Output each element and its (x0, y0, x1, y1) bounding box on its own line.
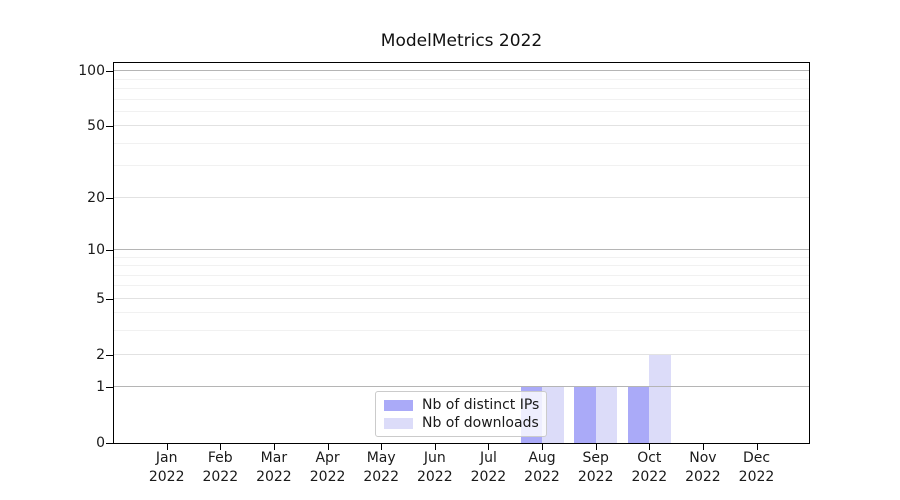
x-tick-label: Aug 2022 (524, 450, 560, 485)
bar-distinct-ips (627, 387, 650, 443)
minor-gridline (114, 98, 809, 100)
major-gridline (114, 386, 809, 388)
minor-gridline (114, 110, 809, 112)
minor-gridline (114, 256, 809, 258)
x-tick-mark (488, 444, 490, 450)
x-tick-mark (649, 444, 651, 450)
minor-gridline (114, 78, 809, 80)
x-tick-label: Oct 2022 (631, 450, 668, 485)
minor-gridline (114, 312, 809, 314)
bar-downloads (595, 387, 618, 443)
legend-swatch-downloads (384, 417, 413, 429)
bar-downloads (649, 354, 671, 443)
x-tick-label: May 2022 (363, 450, 399, 485)
x-tick-label: Jun 2022 (416, 450, 453, 485)
x-tick-mark (273, 444, 275, 450)
y-tick-mark (106, 298, 113, 300)
x-tick-mark (702, 444, 704, 450)
x-tick-mark (756, 444, 758, 450)
legend-label-distinct-ips: Nb of distinct IPs (422, 397, 540, 413)
y-tick-label: 0 (96, 435, 105, 451)
minor-gridline (114, 330, 809, 332)
legend-entry-downloads: Nb of downloads (384, 415, 539, 431)
y-tick-label: 1 (96, 379, 105, 396)
x-tick-mark (166, 444, 168, 450)
y-tick-mark (106, 249, 113, 251)
bar-downloads (542, 387, 564, 443)
y-tick-label: 50 (87, 118, 105, 135)
plot-area (113, 62, 810, 444)
legend: Nb of distinct IPs Nb of downloads (375, 391, 547, 437)
x-tick-label: Mar 2022 (256, 450, 292, 485)
y-tick-label: 20 (87, 189, 105, 206)
y-tick-mark (106, 126, 113, 128)
x-tick-mark (595, 444, 597, 450)
major-gridline (114, 125, 809, 127)
y-tick-mark (106, 354, 113, 356)
legend-entry-distinct-ips: Nb of distinct IPs (384, 397, 540, 413)
x-tick-label: Feb 2022 (202, 450, 239, 485)
y-tick-label: 10 (87, 241, 105, 258)
legend-label-downloads: Nb of downloads (422, 415, 539, 431)
major-gridline (114, 196, 809, 198)
y-tick-label: 100 (78, 63, 105, 80)
x-tick-mark (327, 444, 329, 450)
y-tick-label: 5 (96, 290, 105, 307)
minor-gridline (114, 285, 809, 287)
x-tick-mark (381, 444, 383, 450)
x-tick-label: Sep 2022 (577, 450, 614, 485)
y-tick-mark (106, 71, 113, 73)
gridlines-layer (114, 63, 809, 443)
minor-gridline (114, 265, 809, 266)
chart-title: ModelMetrics 2022 (380, 31, 543, 51)
x-tick-label: Apr 2022 (309, 450, 346, 485)
x-tick-label: Nov 2022 (685, 450, 721, 485)
bar-distinct-ips (574, 387, 596, 443)
minor-gridline (114, 274, 809, 276)
x-tick-label: Dec 2022 (738, 450, 775, 485)
x-tick-label: Jul 2022 (470, 450, 507, 485)
minor-gridline (114, 165, 809, 167)
x-tick-label: Jan 2022 (148, 450, 185, 485)
y-tick-label: 2 (96, 346, 105, 363)
minor-gridline (114, 88, 809, 90)
x-tick-mark (434, 444, 436, 450)
major-gridline (114, 248, 809, 250)
major-gridline (114, 70, 809, 72)
x-tick-mark (220, 444, 222, 450)
major-gridline (114, 353, 809, 355)
major-gridline (114, 297, 809, 299)
y-tick-mark (106, 443, 113, 444)
legend-swatch-distinct-ips (384, 399, 413, 411)
x-tick-mark (542, 444, 543, 450)
y-tick-mark (106, 387, 113, 389)
minor-gridline (114, 142, 809, 144)
y-tick-mark (106, 197, 113, 199)
